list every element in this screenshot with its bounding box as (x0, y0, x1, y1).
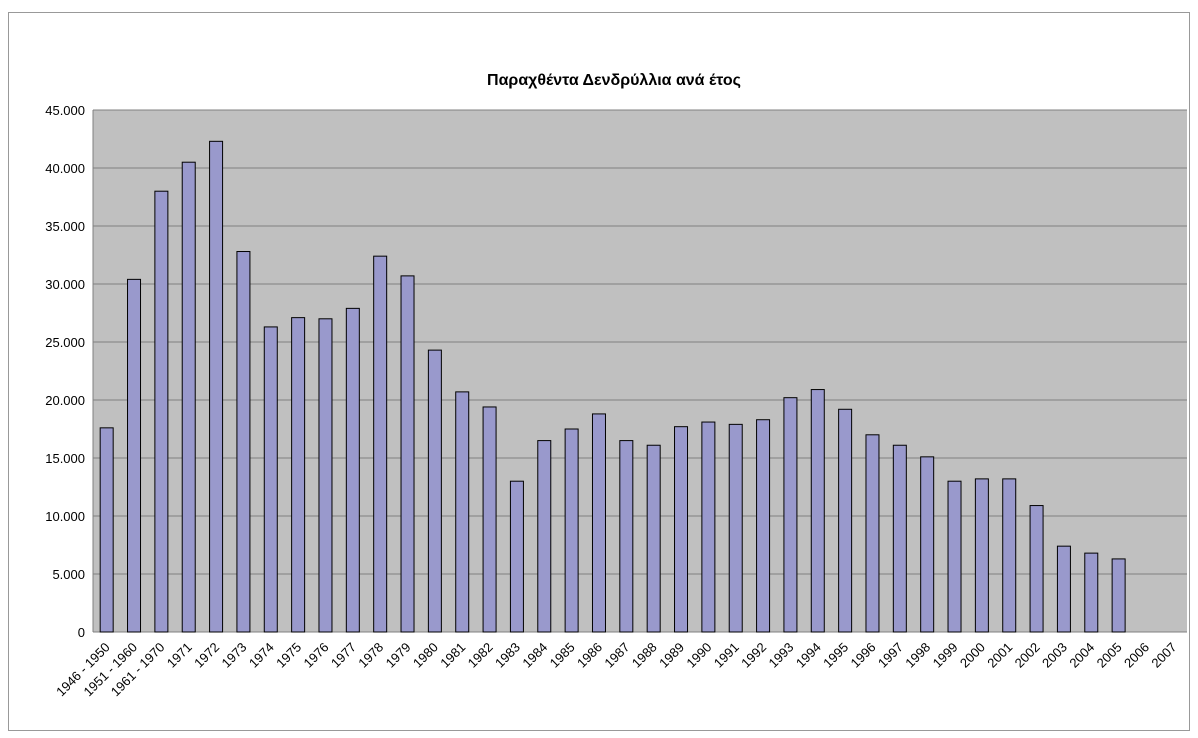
y-tick-label: 30.000 (45, 277, 85, 292)
bar (291, 317, 306, 633)
bar (181, 161, 196, 633)
bar (400, 275, 415, 633)
bar (865, 434, 880, 633)
y-tick-label: 45.000 (45, 103, 85, 118)
y-tick-label: 20.000 (45, 393, 85, 408)
bar (591, 413, 606, 633)
plot-area (93, 110, 1187, 632)
y-tick-label: 0 (78, 625, 85, 640)
bar (318, 318, 333, 633)
y-tick-label: 15.000 (45, 451, 85, 466)
y-tick-label: 35.000 (45, 219, 85, 234)
bar (373, 255, 388, 633)
bar (974, 478, 989, 633)
bar (728, 423, 743, 633)
bar (920, 456, 935, 633)
bar (1111, 558, 1126, 633)
bar (756, 419, 771, 633)
bar (127, 278, 142, 633)
bar (783, 397, 798, 633)
bar (810, 389, 825, 633)
bar (674, 426, 689, 633)
bar (99, 427, 114, 633)
bar (1084, 552, 1099, 633)
bar (1002, 478, 1017, 633)
bar (209, 140, 224, 633)
bar (947, 480, 962, 633)
bar (537, 440, 552, 633)
chart-title: Παραχθέντα Δενδρύλλια ανά έτος (487, 72, 741, 89)
bar (482, 406, 497, 633)
bar (619, 440, 634, 633)
bar (564, 428, 579, 633)
y-tick-label: 40.000 (45, 161, 85, 176)
y-tick-label: 10.000 (45, 509, 85, 524)
bar (838, 408, 853, 633)
bar (701, 421, 716, 633)
bar (263, 326, 278, 633)
bar (509, 480, 524, 633)
bar (1029, 505, 1044, 633)
bar (427, 349, 442, 633)
bar (345, 307, 360, 633)
bar (892, 444, 907, 633)
bar (154, 190, 169, 633)
bar (236, 251, 251, 633)
y-tick-label: 5.000 (52, 567, 85, 582)
bar (646, 444, 661, 633)
bar (1056, 545, 1071, 633)
y-tick-label: 25.000 (45, 335, 85, 350)
bar (455, 391, 470, 633)
